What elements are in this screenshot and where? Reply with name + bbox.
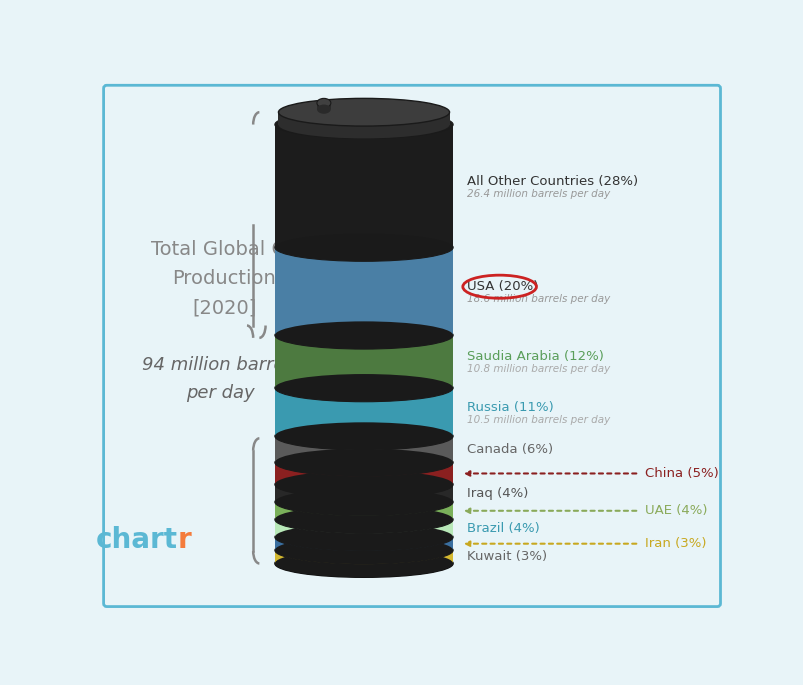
Ellipse shape [275,488,453,516]
Polygon shape [316,103,331,109]
Ellipse shape [275,536,453,564]
Polygon shape [275,462,453,484]
Text: USA (20%): USA (20%) [467,280,538,293]
Polygon shape [275,502,453,519]
Text: Iraq (4%): Iraq (4%) [467,487,528,500]
Ellipse shape [275,423,453,450]
Ellipse shape [275,506,453,534]
Polygon shape [275,436,453,462]
Ellipse shape [275,321,453,349]
Ellipse shape [316,99,331,108]
Ellipse shape [275,449,453,476]
Polygon shape [275,537,453,550]
Polygon shape [275,388,453,436]
Ellipse shape [275,471,453,498]
Polygon shape [275,484,453,502]
Ellipse shape [275,549,453,577]
Ellipse shape [278,99,449,126]
Ellipse shape [275,506,453,534]
Text: 26.4 million barrels per day: 26.4 million barrels per day [467,188,609,199]
Polygon shape [275,335,453,388]
Text: Saudia Arabia (12%): Saudia Arabia (12%) [467,351,603,364]
Ellipse shape [275,111,453,138]
Ellipse shape [275,449,453,476]
Ellipse shape [316,105,331,114]
Text: r: r [177,526,191,554]
Ellipse shape [275,488,453,516]
Polygon shape [275,247,453,335]
Text: 94 million barrels
per day: 94 million barrels per day [142,356,299,401]
Ellipse shape [275,374,453,401]
Polygon shape [278,112,449,125]
Ellipse shape [275,523,453,551]
Text: Brazil (4%): Brazil (4%) [467,522,539,535]
Ellipse shape [275,234,453,261]
Ellipse shape [275,549,453,577]
Ellipse shape [275,374,453,401]
Polygon shape [275,125,453,247]
Text: Total Global Oil
Production
[2020]: Total Global Oil Production [2020] [151,240,298,318]
Text: 10.5 million barrels per day: 10.5 million barrels per day [467,414,609,425]
Ellipse shape [278,111,449,138]
Text: 10.8 million barrels per day: 10.8 million barrels per day [467,364,609,374]
Ellipse shape [275,471,453,498]
Polygon shape [275,519,453,537]
Ellipse shape [275,321,453,349]
Ellipse shape [275,536,453,564]
Text: UAE (4%): UAE (4%) [644,504,706,517]
Ellipse shape [275,234,453,261]
Text: Kuwait (3%): Kuwait (3%) [467,550,547,563]
Ellipse shape [275,423,453,450]
Ellipse shape [275,523,453,551]
Text: Russia (11%): Russia (11%) [467,401,553,414]
Text: Canada (6%): Canada (6%) [467,443,552,456]
Text: All Other Countries (28%): All Other Countries (28%) [467,175,638,188]
FancyBboxPatch shape [104,85,719,607]
Text: Iran (3%): Iran (3%) [644,537,705,550]
Text: chart: chart [96,526,177,554]
Text: China (5%): China (5%) [644,467,717,480]
Text: 18.6 million barrels per day: 18.6 million barrels per day [467,294,609,304]
Polygon shape [275,550,453,564]
